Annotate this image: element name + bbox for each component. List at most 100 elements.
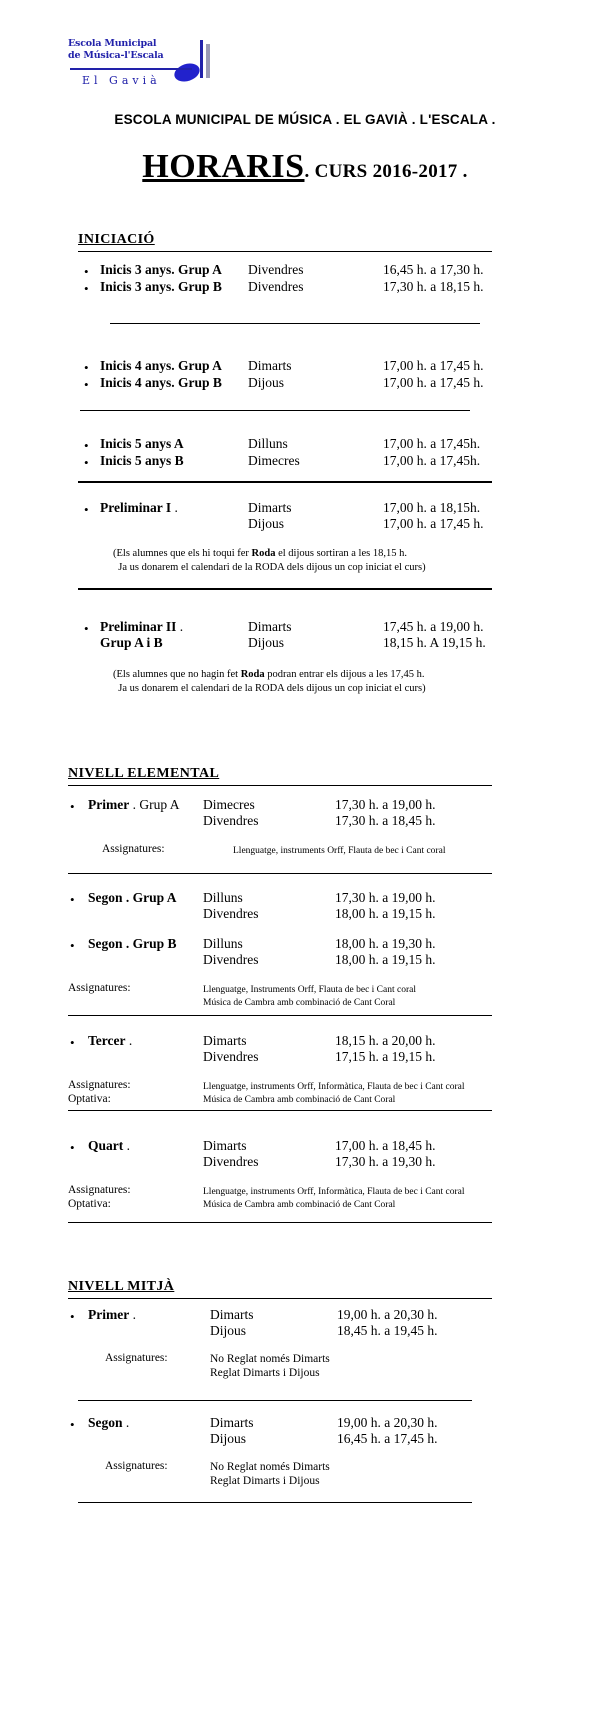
course-time: 16,45 h. a 17,30 h. <box>383 262 484 277</box>
course-name: Segon . Grup A <box>88 890 177 905</box>
logo-bar-icon <box>200 40 203 78</box>
assignatures-values: Llenguatge, Instruments Orff, Flauta de … <box>203 985 416 1008</box>
school-name-line: ESCOLA MUNICIPAL DE MÚSICA . EL GAVIÀ . … <box>114 112 496 127</box>
row-bullet: • <box>70 1309 75 1324</box>
course-time: 17,00 h. a 17,45 h. <box>383 375 484 390</box>
group-divider <box>78 588 492 590</box>
row-bullet: • <box>84 377 89 392</box>
course-day: Divendres <box>203 1049 259 1064</box>
course-time: 19,00 h. a 20,30 h. <box>337 1307 438 1322</box>
assignatures-values: No Reglat només Dimarts Reglat Dimarts i … <box>210 1461 330 1487</box>
course-time: 17,45 h. a 19,00 h. <box>383 619 484 634</box>
assignatures-values: Llenguatge, instruments Orff, Informàtic… <box>203 1082 465 1105</box>
course-time: 16,45 h. a 17,45 h. <box>337 1431 438 1446</box>
row-bullet: • <box>84 281 89 296</box>
course-day: Dimecres <box>203 797 255 812</box>
assignatures-label: Assignatures: <box>102 843 165 855</box>
row-bullet: • <box>84 438 89 453</box>
section-heading-0: INICIACIÓ <box>78 232 155 247</box>
course-time: 17,30 h. a 18,45 h. <box>335 813 436 828</box>
section-heading-2: NIVELL MITJÀ <box>68 1279 175 1294</box>
course-time: 17,00 h. a 17,45 h. <box>383 358 484 373</box>
course-day: Dimarts <box>203 1138 247 1153</box>
course-name: Inicis 3 anys. Grup A <box>100 262 222 277</box>
row-bullet: • <box>70 1140 75 1155</box>
course-time: 19,00 h. a 20,30 h. <box>337 1415 438 1430</box>
course-name: Primer . Grup A <box>88 797 180 812</box>
group-divider <box>78 481 492 483</box>
section-heading-rule-2 <box>68 1298 492 1299</box>
course-time: 17,15 h. a 19,15 h. <box>335 1049 436 1064</box>
course-time: 18,15 h. A 19,15 h. <box>383 635 486 650</box>
page-title: HORARIS. CURS 2016-2017 . <box>0 148 610 186</box>
section-heading-rule-0 <box>78 251 492 252</box>
course-time: 17,00 h. a 17,45h. <box>383 453 481 468</box>
course-day: Dijous <box>210 1323 247 1338</box>
course-time: 17,00 h. a 18,15h. <box>383 500 481 515</box>
course-name: Inicis 5 anys B <box>100 453 184 468</box>
course-time: 17,00 h. a 17,45h. <box>383 436 481 451</box>
course-day: Dimarts <box>210 1415 254 1430</box>
assignatures-values: Llenguatge, instruments Orff, Informàtic… <box>203 1187 465 1210</box>
logo-subtitle: El Gavià <box>82 74 161 87</box>
course-day: Dimarts <box>248 500 292 515</box>
course-day: Divendres <box>248 279 304 294</box>
assignatures-label: Assignatures: <box>68 982 131 994</box>
page-title-main: HORARIS <box>142 148 305 185</box>
assignatures-label: Assignatures: <box>68 1079 131 1091</box>
music-note-icon <box>172 60 202 85</box>
course-name: Inicis 5 anys A <box>100 436 184 451</box>
row-bullet: • <box>70 1417 75 1432</box>
row-bullet: • <box>84 360 89 375</box>
course-day: Dilluns <box>203 890 243 905</box>
course-time: 17,30 h. a 19,30 h. <box>335 1154 436 1169</box>
course-name: Preliminar I . <box>100 500 178 515</box>
assignatures-values: No Reglat només Dimarts Reglat Dimarts i … <box>210 1353 330 1379</box>
course-day: Divendres <box>203 813 259 828</box>
logo-divider <box>70 68 192 70</box>
logo-line-2: de Música-l'Escala <box>68 50 164 61</box>
course-name: Segon . Grup B <box>88 936 177 951</box>
course-time: 18,15 h. a 20,00 h. <box>335 1033 436 1048</box>
course-name: Preliminar II . <box>100 619 184 634</box>
optativa-label: Optativa: <box>68 1198 111 1210</box>
course-day: Dimarts <box>203 1033 247 1048</box>
group-divider <box>68 1110 492 1111</box>
row-bullet: • <box>84 455 89 470</box>
row-bullet: • <box>70 799 75 814</box>
course-name: Inicis 4 anys. Grup B <box>100 375 222 390</box>
assignatures-values: Llenguatge, instruments Orff, Flauta de … <box>233 846 446 856</box>
course-time: 18,00 h. a 19,15 h. <box>335 952 436 967</box>
course-name: Segon . <box>88 1415 130 1430</box>
group-divider <box>68 1015 492 1016</box>
logo-bar-shadow <box>206 44 210 78</box>
course-time: 17,00 h. a 17,45 h. <box>383 516 484 531</box>
row-bullet: • <box>70 938 75 953</box>
course-day: Dimarts <box>248 619 292 634</box>
row-bullet: • <box>70 1035 75 1050</box>
course-day: Dijous <box>248 635 285 650</box>
course-day: Dimecres <box>248 453 300 468</box>
course-time: 17,30 h. a 18,15 h. <box>383 279 484 294</box>
group-divider <box>68 1222 492 1223</box>
course-day: Dilluns <box>248 436 288 451</box>
logo-text: Escola Municipal de Música-l'Escala <box>68 38 196 62</box>
assignatures-label: Assignatures: <box>105 1460 168 1472</box>
course-day: Dijous <box>248 375 285 390</box>
optativa-label: Optativa: <box>68 1093 111 1105</box>
section-heading-rule-1 <box>68 785 492 786</box>
row-bullet: • <box>84 502 89 517</box>
course-note: (Els alumnes que els hi toqui fer Roda e… <box>113 548 426 573</box>
course-day: Dilluns <box>203 936 243 951</box>
course-time: 18,45 h. a 19,45 h. <box>337 1323 438 1338</box>
page-title-course: . CURS 2016-2017 . <box>304 161 468 182</box>
course-name: Inicis 3 anys. Grup B <box>100 279 222 294</box>
course-time: 18,00 h. a 19,15 h. <box>335 906 436 921</box>
course-name: Inicis 4 anys. Grup A <box>100 358 222 373</box>
assignatures-label: Assignatures: <box>105 1352 168 1364</box>
course-day: Divendres <box>203 906 259 921</box>
row-bullet: • <box>70 892 75 907</box>
course-name: Primer . <box>88 1307 136 1322</box>
course-time: 17,30 h. a 19,00 h. <box>335 797 436 812</box>
group-divider <box>78 1400 472 1401</box>
